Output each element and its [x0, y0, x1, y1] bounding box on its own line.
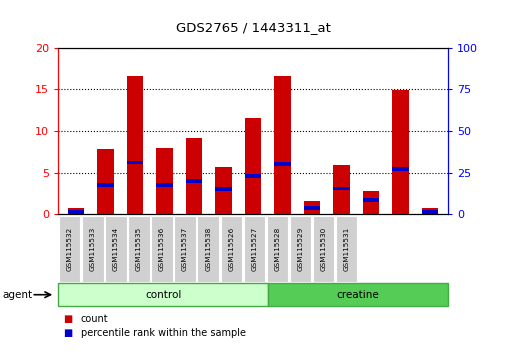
Text: GSM115527: GSM115527 — [251, 227, 257, 271]
Bar — [274, 76, 290, 214]
Text: GSM115533: GSM115533 — [89, 227, 95, 271]
Bar — [266, 216, 288, 282]
Text: agent: agent — [3, 290, 33, 300]
Text: GSM115535: GSM115535 — [136, 227, 142, 271]
Text: ■: ■ — [63, 328, 72, 338]
Text: GSM115528: GSM115528 — [274, 227, 280, 271]
Bar — [68, 207, 84, 214]
Text: GSM115532: GSM115532 — [67, 227, 73, 271]
Bar — [215, 187, 231, 191]
Bar — [392, 90, 408, 214]
Bar — [185, 179, 201, 183]
Text: GSM115538: GSM115538 — [205, 227, 211, 271]
Bar — [82, 216, 104, 282]
Text: creatine: creatine — [336, 290, 379, 300]
Bar — [362, 198, 378, 202]
Text: control: control — [144, 290, 181, 300]
Bar — [274, 162, 290, 166]
Text: GSM115537: GSM115537 — [182, 227, 188, 271]
Bar — [220, 216, 241, 282]
Bar — [128, 216, 149, 282]
Bar — [174, 216, 195, 282]
Bar — [421, 207, 437, 214]
Bar — [215, 167, 231, 214]
Bar — [312, 216, 334, 282]
Bar — [333, 187, 349, 190]
Text: GSM115536: GSM115536 — [159, 227, 165, 271]
Text: ■: ■ — [63, 314, 72, 324]
Bar — [105, 216, 126, 282]
Text: GSM115530: GSM115530 — [320, 227, 326, 271]
Bar — [392, 167, 408, 171]
Bar — [244, 174, 261, 178]
Bar — [335, 216, 357, 282]
Bar — [304, 201, 320, 214]
Text: count: count — [81, 314, 109, 324]
Bar — [304, 206, 320, 210]
Bar — [333, 165, 349, 214]
Bar — [421, 210, 437, 214]
Bar — [59, 216, 80, 282]
Text: GDS2765 / 1443311_at: GDS2765 / 1443311_at — [175, 21, 330, 34]
Text: GSM115529: GSM115529 — [297, 227, 303, 271]
Bar — [243, 216, 265, 282]
Text: GSM115531: GSM115531 — [343, 227, 349, 271]
Text: percentile rank within the sample: percentile rank within the sample — [81, 328, 245, 338]
Bar — [362, 191, 378, 214]
Bar — [244, 118, 261, 214]
Bar — [127, 76, 143, 214]
Bar — [289, 216, 311, 282]
Bar — [151, 216, 172, 282]
Text: GSM115526: GSM115526 — [228, 227, 234, 271]
Bar — [197, 216, 219, 282]
Bar — [185, 138, 201, 214]
Bar — [127, 161, 143, 165]
Bar — [156, 183, 172, 187]
Bar — [156, 148, 172, 214]
Bar — [68, 210, 84, 214]
Text: GSM115534: GSM115534 — [113, 227, 119, 271]
Bar — [97, 183, 113, 187]
Bar — [97, 149, 113, 214]
